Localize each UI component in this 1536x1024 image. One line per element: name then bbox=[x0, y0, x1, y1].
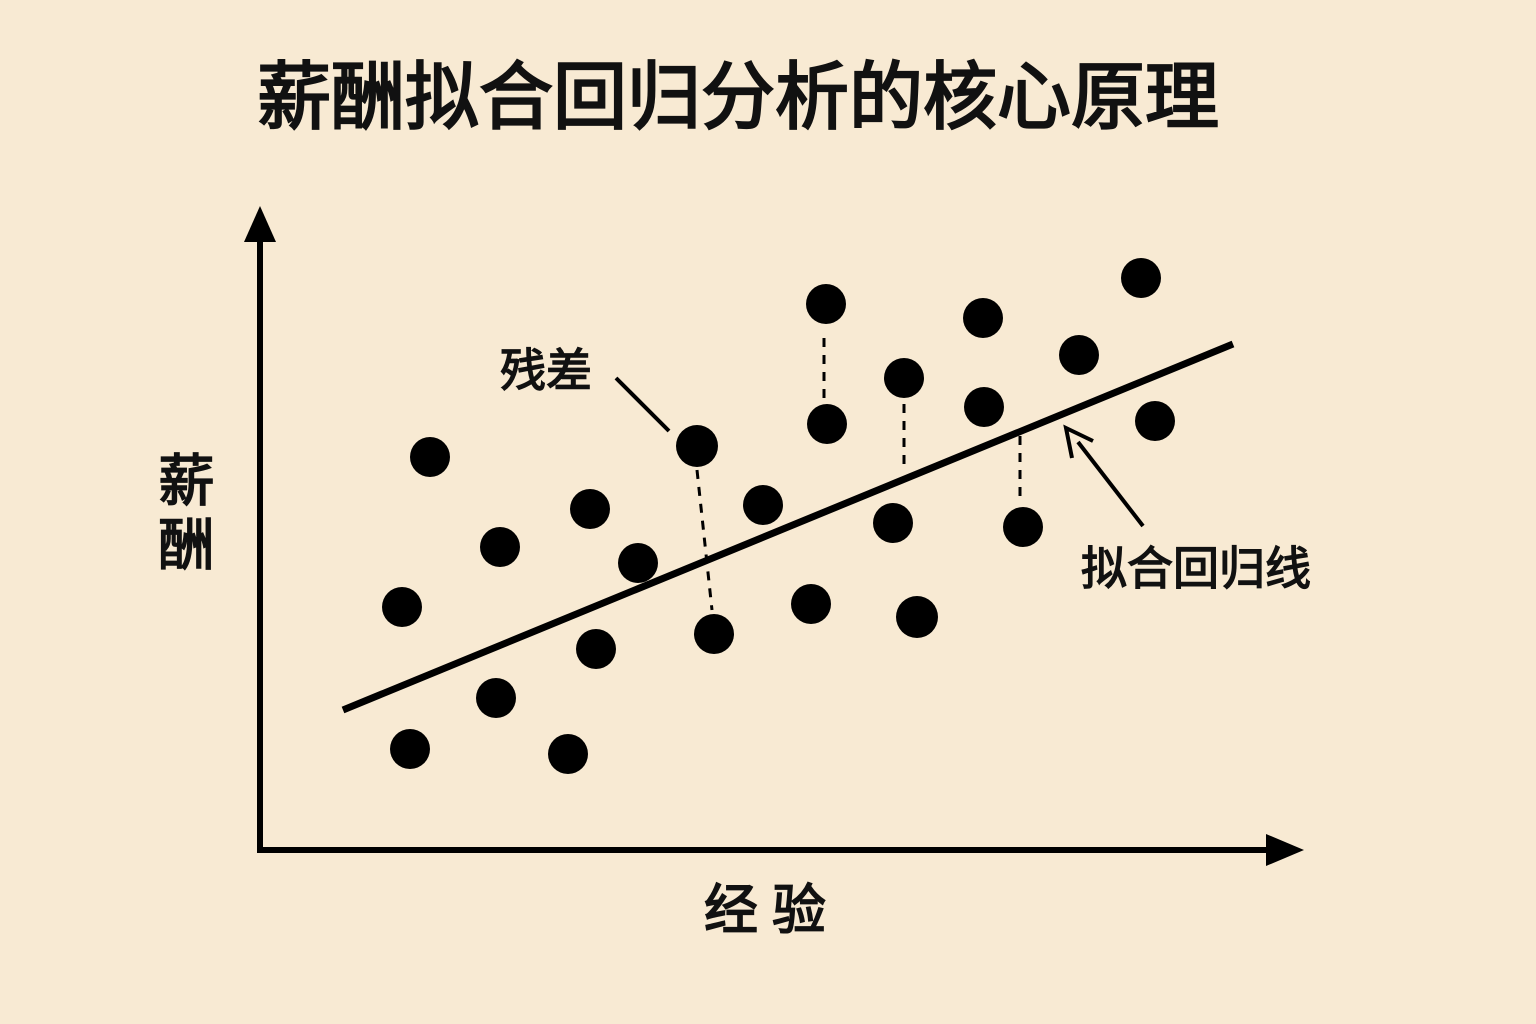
axis-lines bbox=[257, 236, 1282, 853]
point bbox=[1059, 335, 1099, 375]
point bbox=[1135, 401, 1175, 441]
y-arrow bbox=[244, 206, 276, 242]
point bbox=[390, 729, 430, 769]
point bbox=[676, 425, 718, 467]
point bbox=[576, 629, 616, 669]
residual-pointer bbox=[614, 376, 671, 433]
point bbox=[791, 584, 831, 624]
point bbox=[964, 387, 1004, 427]
point bbox=[382, 587, 422, 627]
line-label: 拟合回归线 bbox=[1081, 542, 1311, 596]
residuals bbox=[695, 338, 1022, 611]
point bbox=[1121, 258, 1161, 298]
point bbox=[410, 437, 450, 477]
point bbox=[873, 503, 913, 543]
point bbox=[476, 678, 516, 718]
axes bbox=[244, 206, 1304, 866]
x-arrow bbox=[1266, 834, 1304, 866]
point bbox=[963, 298, 1003, 338]
title: 薪酬拟合回归分析的核心原理 bbox=[257, 55, 1219, 141]
regression-line bbox=[341, 340, 1235, 714]
point bbox=[807, 404, 847, 444]
y-axis-label: 薪酬 bbox=[149, 451, 214, 579]
point bbox=[480, 527, 520, 567]
line-pointer bbox=[1076, 440, 1145, 528]
point bbox=[896, 596, 938, 638]
x-axis-label: 经验 bbox=[704, 879, 840, 942]
point bbox=[743, 485, 783, 525]
point bbox=[1003, 507, 1043, 547]
line-pointer-head bbox=[1063, 424, 1094, 459]
residual bbox=[695, 469, 714, 611]
points bbox=[382, 258, 1175, 774]
point bbox=[548, 734, 588, 774]
point bbox=[618, 543, 658, 583]
residual-label: 残差 bbox=[500, 344, 592, 398]
point bbox=[806, 284, 846, 324]
point bbox=[694, 614, 734, 654]
point bbox=[884, 358, 924, 398]
point bbox=[570, 489, 610, 529]
